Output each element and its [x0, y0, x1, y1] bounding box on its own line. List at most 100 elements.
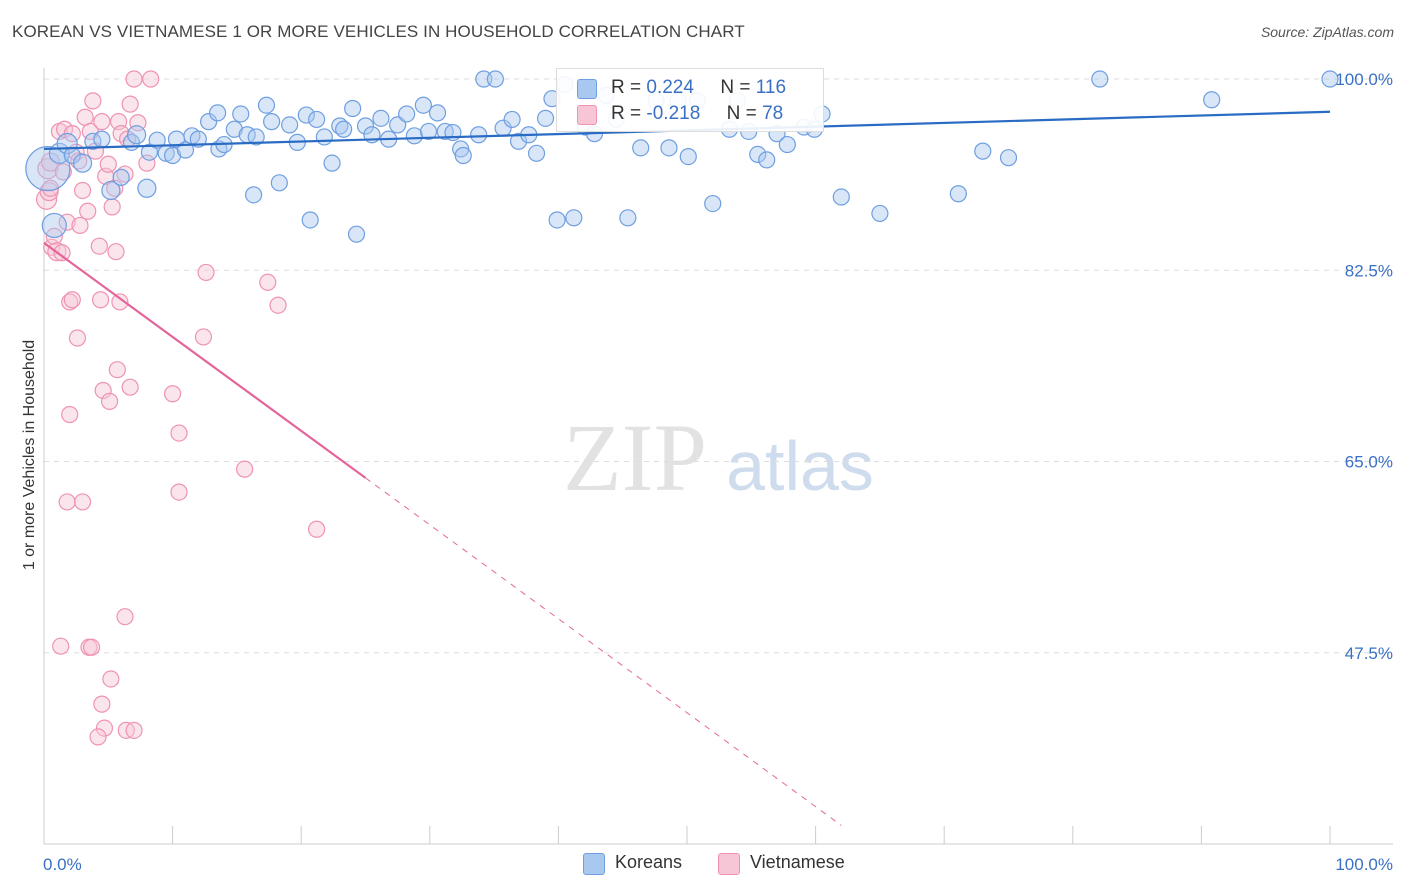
vietnamese-point	[142, 70, 160, 88]
vietnamese-point	[236, 460, 254, 478]
vietnamese-point	[40, 152, 61, 172]
korean-point	[758, 151, 776, 169]
korean-point	[263, 113, 281, 131]
korean-point	[308, 110, 326, 129]
vietnamese-point	[107, 243, 125, 261]
korean-point	[486, 70, 504, 88]
vietnamese-point	[99, 155, 117, 173]
vietnamese-point	[52, 637, 70, 655]
vietnamese-point	[71, 216, 89, 235]
vietnamese-point	[111, 293, 129, 311]
korean-point	[245, 186, 263, 204]
korean-point	[315, 128, 333, 146]
korean-point	[679, 147, 697, 166]
vietnamese-point	[45, 227, 63, 245]
vietnamese-point	[63, 291, 81, 309]
vietnamese-point	[125, 721, 143, 739]
korean-point	[974, 142, 992, 160]
vietnamese-point	[100, 392, 119, 410]
korean-point	[41, 212, 67, 239]
korean-point	[749, 145, 767, 164]
vietnamese-point	[194, 328, 213, 346]
x-tick-label-100: 100.0%	[1335, 855, 1393, 874]
korean-point	[949, 185, 967, 203]
vietnamese-point	[90, 237, 108, 255]
vietnamese-trendline-extension	[365, 477, 842, 826]
korean-point	[126, 125, 147, 145]
korean-point	[112, 168, 130, 186]
vietnamese-point	[102, 670, 120, 688]
korean-point	[200, 113, 218, 131]
vietnamese-point	[91, 291, 110, 309]
korean-point	[356, 117, 375, 135]
korean-point	[225, 120, 243, 138]
korean-point	[297, 106, 315, 124]
vietnamese-r-label: R =	[611, 103, 642, 124]
korean-r-value: 0.224	[646, 77, 694, 98]
vietnamese-point	[61, 293, 79, 311]
vietnamese-point	[121, 95, 139, 113]
vietnamese-point	[121, 378, 139, 396]
vietnamese-point	[73, 181, 92, 200]
korean-point	[372, 109, 390, 127]
vietnamese-point	[170, 424, 188, 442]
vietnamese-point	[89, 728, 107, 746]
korean-point	[398, 105, 416, 123]
korean-point	[301, 211, 319, 229]
korean-point	[871, 204, 889, 223]
korean-legend-label: Koreans	[615, 852, 683, 872]
korean-point	[344, 99, 362, 118]
korean-point	[148, 131, 166, 149]
korean-point	[704, 194, 722, 213]
x-tick-label-0: 0.0%	[43, 855, 82, 874]
korean-point	[209, 104, 227, 122]
korean-point	[454, 146, 472, 165]
korean-point	[660, 139, 678, 157]
vietnamese-n-label: N =	[726, 103, 757, 124]
korean-n-value: 116	[755, 77, 787, 98]
korean-point	[72, 153, 93, 173]
chart-title: KOREAN VS VIETNAMESE 1 OR MORE VEHICLES …	[12, 22, 745, 41]
vietnamese-point	[93, 695, 111, 713]
korean-point	[778, 135, 796, 154]
vietnamese-r-value: -0.218	[646, 103, 701, 124]
vietnamese-point	[37, 158, 59, 180]
vietnamese-point	[76, 108, 94, 126]
vietnamese-trendline	[43, 242, 367, 479]
korean-point	[414, 96, 432, 114]
watermark-atlas: atlas	[726, 427, 874, 505]
vietnamese-point	[259, 273, 277, 291]
korean-point	[1321, 70, 1339, 88]
vietnamese-point	[197, 263, 215, 282]
vietnamese-point	[68, 329, 87, 347]
vietnamese-point	[138, 154, 156, 172]
korean-point	[527, 144, 546, 162]
vietnamese-point	[94, 381, 112, 400]
korean-point	[1091, 70, 1109, 88]
vietnamese-point	[73, 493, 92, 511]
vietnamese-point	[108, 361, 126, 379]
vietnamese-point	[308, 520, 326, 538]
vietnamese-point	[106, 179, 124, 197]
korean-point	[470, 126, 488, 144]
korean-point	[323, 154, 341, 172]
vietnamese-point	[170, 483, 188, 501]
korean-point	[257, 96, 276, 114]
korean-point	[101, 180, 121, 201]
vietnamese-swatch	[577, 105, 597, 125]
korean-point	[335, 120, 353, 138]
vietnamese-point	[61, 405, 79, 424]
korean-point	[189, 130, 207, 148]
vietnamese-point	[54, 163, 72, 181]
tick-labels: 0.0% 100.0% 100.0% 82.5% 65.0% 47.5%	[43, 70, 1393, 874]
vietnamese-point	[82, 638, 101, 656]
y-tick-label: 82.5%	[1345, 261, 1393, 280]
korean-point	[999, 149, 1018, 167]
series-legend: Koreans Vietnamese	[0, 852, 1406, 878]
watermark-zip: ZIP	[563, 404, 707, 511]
korean-swatch	[577, 79, 597, 99]
y-tick-label: 65.0%	[1345, 453, 1393, 472]
vietnamese-point	[116, 608, 134, 626]
korean-point	[536, 109, 555, 127]
